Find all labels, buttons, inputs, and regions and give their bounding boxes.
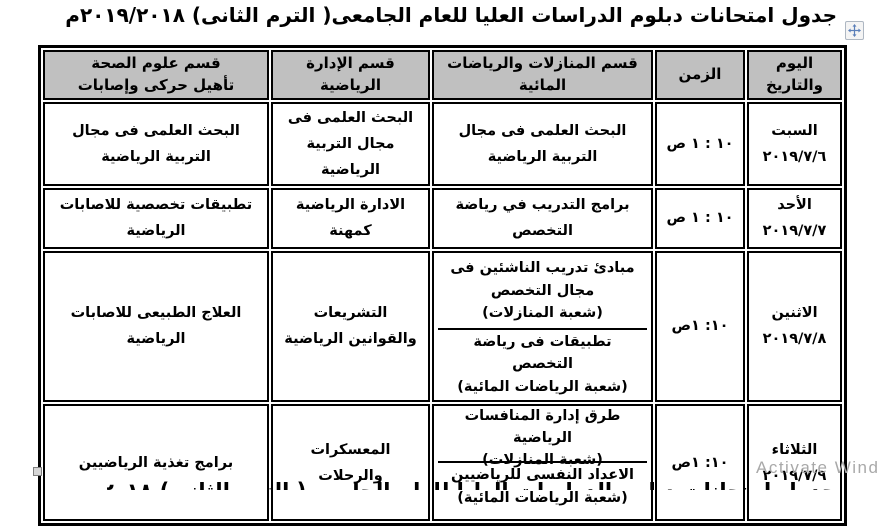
table-row: الثلاثاء ٢٠١٩/٧/٩ ١٠: ١ص طرق إدارة المنا… [43, 404, 842, 522]
subject-branch-note: (شعبة الرياضات المائية) [457, 489, 628, 506]
table-row: السبت ٢٠١٩/٧/٦ ١٠ : ١ ص البحث العلمى فى … [43, 101, 842, 186]
table-move-handle-icon[interactable] [845, 21, 864, 40]
header-time[interactable]: الزمن [655, 50, 745, 100]
subject-text: مبادئ تدريب الناشئين فى مجال التخصص [450, 260, 635, 299]
day-name: الثلاثاء [771, 441, 818, 458]
header-dept-admin[interactable]: قسم الإدارة الرياضية [271, 50, 430, 100]
subject-cell-admin[interactable]: التشريعات والقوانين الرياضية [271, 250, 430, 403]
subject-cell-admin[interactable]: الادارة الرياضية كمهنة [271, 187, 430, 249]
subject-cell-water[interactable]: البحث العلمى فى مجال التربية الرياضية [432, 101, 653, 186]
day-cell[interactable]: الاثنين ٢٠١٩/٧/٨ [747, 250, 842, 403]
table-row: الاثنين ٢٠١٩/٧/٨ ١٠: ١ص مبادئ تدريب النا… [43, 250, 842, 403]
table-resize-handle-icon[interactable] [33, 467, 42, 476]
day-date: ٢٠١٩/٧/٨ [762, 331, 827, 348]
header-day-date[interactable]: اليوم والتاريخ [747, 50, 842, 100]
day-name: الاثنين [771, 305, 818, 322]
time-cell[interactable]: ١٠: ١ص [655, 404, 745, 522]
subject-branch-note: (شعبة المنازلات) [482, 452, 603, 469]
subject-cell-water-split: طرق إدارة المنافسات الرياضية (شعبة المنا… [432, 404, 653, 522]
subject-cell-water-split: مبادئ تدريب الناشئين فى مجال التخصص (شعب… [432, 250, 653, 403]
time-cell[interactable]: ١٠ : ١ ص [655, 187, 745, 249]
day-name: الأحد [777, 197, 812, 214]
time-cell[interactable]: ١٠: ١ص [655, 250, 745, 403]
subject-cell-admin[interactable]: المعسكرات والرحلات [271, 404, 430, 522]
activate-windows-watermark: Activate Wind [756, 458, 880, 477]
subject-subcell-monazalat[interactable]: مبادئ تدريب الناشئين فى مجال التخصص (شعب… [438, 254, 647, 330]
day-name: السبت [771, 122, 818, 139]
subject-branch-note: (شعبة المنازلات) [482, 305, 603, 322]
subject-cell-water[interactable]: برامج التدريب في رياضة التخصص [432, 187, 653, 249]
day-cell[interactable]: السبت ٢٠١٩/٧/٦ [747, 101, 842, 186]
subject-text: طرق إدارة المنافسات الرياضية [464, 407, 621, 446]
exam-schedule-table: اليوم والتاريخ الزمن قسم المنازلات والري… [38, 45, 847, 526]
subject-text: الاعداد النفسى للرياضيين [451, 467, 634, 484]
subject-cell-health[interactable]: البحث العلمى فى مجال التربية الرياضية [43, 101, 269, 186]
subject-cell-health[interactable]: برامج تغذية الرياضيين [43, 404, 269, 522]
four-way-arrow-icon [848, 24, 861, 37]
page-title[interactable]: جدول امتحانات دبلوم الدراسات العليا للعا… [65, 3, 837, 27]
table-row: الأحد ٢٠١٩/٧/٧ ١٠ : ١ ص برامج التدريب في… [43, 187, 842, 249]
subject-cell-health[interactable]: العلاج الطبيعى للاصابات الرياضية [43, 250, 269, 403]
header-dept-health-line2: تأهيل حركى وإصابات [77, 75, 235, 94]
header-dept-water[interactable]: قسم المنازلات والرياضات المائية [432, 50, 653, 100]
day-date: ٢٠١٩/٧/٩ [762, 467, 827, 484]
table-header-row: اليوم والتاريخ الزمن قسم المنازلات والري… [43, 50, 842, 100]
subject-cell-health[interactable]: تطبيقات تخصصية للاصابات الرياضية [43, 187, 269, 249]
subject-cell-admin[interactable]: البحث العلمى فى مجال التربية الرياضية [271, 101, 430, 186]
clipped-next-title: جدول امتحانات دبلوم الدراسات العليا للعا… [107, 479, 837, 490]
subject-text: تطبيقات فى رياضة التخصص [473, 333, 612, 373]
subject-subcell-monazalat[interactable]: طرق إدارة المنافسات الرياضية (شعبة المنا… [438, 408, 647, 468]
subject-branch-note: (شعبة الرياضات المائية) [457, 378, 628, 395]
subject-subcell-water-sports[interactable]: تطبيقات فى رياضة التخصص (شعبة الرياضات ا… [438, 330, 647, 399]
header-dept-health[interactable]: قسم علوم الصحة تأهيل حركى وإصابات [43, 50, 269, 100]
day-date: ٢٠١٩/٧/٦ [762, 148, 827, 165]
header-dept-health-line1: قسم علوم الصحة [91, 54, 221, 72]
day-cell[interactable]: الأحد ٢٠١٩/٧/٧ [747, 187, 842, 249]
day-date: ٢٠١٩/٧/٧ [762, 223, 827, 240]
time-cell[interactable]: ١٠ : ١ ص [655, 101, 745, 186]
